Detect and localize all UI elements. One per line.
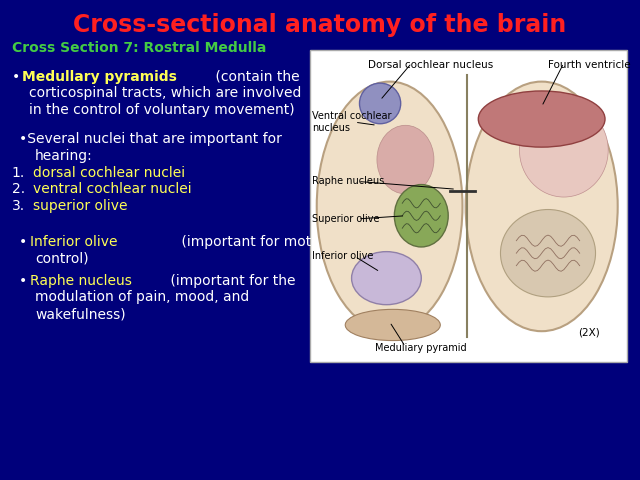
Text: 3.: 3. xyxy=(12,199,25,213)
Text: Fourth ventricle: Fourth ventricle xyxy=(548,60,630,70)
Text: wakefulness): wakefulness) xyxy=(35,307,126,321)
Text: 1.: 1. xyxy=(12,166,25,180)
Text: Ventral cochlear
nucleus: Ventral cochlear nucleus xyxy=(312,111,392,133)
Text: •: • xyxy=(12,70,20,84)
Text: (contain the: (contain the xyxy=(211,70,300,84)
Text: Superior olive: Superior olive xyxy=(312,214,380,224)
Ellipse shape xyxy=(520,103,608,197)
Ellipse shape xyxy=(394,185,448,247)
Text: ventral cochlear nuclei: ventral cochlear nuclei xyxy=(33,182,191,196)
Bar xyxy=(310,50,627,362)
Text: (important for motor: (important for motor xyxy=(177,235,325,249)
Text: dorsal cochlear nuclei: dorsal cochlear nuclei xyxy=(33,166,185,180)
Text: control): control) xyxy=(35,252,89,266)
Ellipse shape xyxy=(317,82,463,331)
Text: (important for the: (important for the xyxy=(166,274,296,288)
Text: modulation of pain, mood, and: modulation of pain, mood, and xyxy=(35,290,250,304)
Text: Meduliary pyramid: Meduliary pyramid xyxy=(376,343,467,353)
Text: corticospinal tracts, which are involved: corticospinal tracts, which are involved xyxy=(29,86,301,100)
Text: •: • xyxy=(19,274,28,288)
Ellipse shape xyxy=(360,83,401,124)
Text: Cross-sectional anatomy of the brain: Cross-sectional anatomy of the brain xyxy=(74,13,566,37)
Text: hearing:: hearing: xyxy=(35,149,93,163)
Text: Dorsal cochlear nucleus: Dorsal cochlear nucleus xyxy=(368,60,493,70)
Ellipse shape xyxy=(351,252,421,305)
Text: in the control of voluntary movement): in the control of voluntary movement) xyxy=(29,103,294,117)
Text: Cross Section 7: Rostral Medulla: Cross Section 7: Rostral Medulla xyxy=(12,41,266,55)
Text: Raphe nucleus: Raphe nucleus xyxy=(29,274,132,288)
Text: Inferior olive: Inferior olive xyxy=(29,235,117,249)
Text: 2.: 2. xyxy=(12,182,25,196)
Ellipse shape xyxy=(500,209,595,297)
Text: Inferior olive: Inferior olive xyxy=(312,252,373,261)
Ellipse shape xyxy=(377,125,434,194)
Ellipse shape xyxy=(345,310,440,341)
Ellipse shape xyxy=(466,82,618,331)
Ellipse shape xyxy=(478,91,605,147)
Text: Medullary pyramids: Medullary pyramids xyxy=(22,70,177,84)
Text: superior olive: superior olive xyxy=(33,199,127,213)
Text: Raphe nucleus: Raphe nucleus xyxy=(312,177,384,186)
Text: •Several nuclei that are important for: •Several nuclei that are important for xyxy=(19,132,282,146)
Text: (2X): (2X) xyxy=(579,327,600,337)
Text: •: • xyxy=(19,235,28,249)
